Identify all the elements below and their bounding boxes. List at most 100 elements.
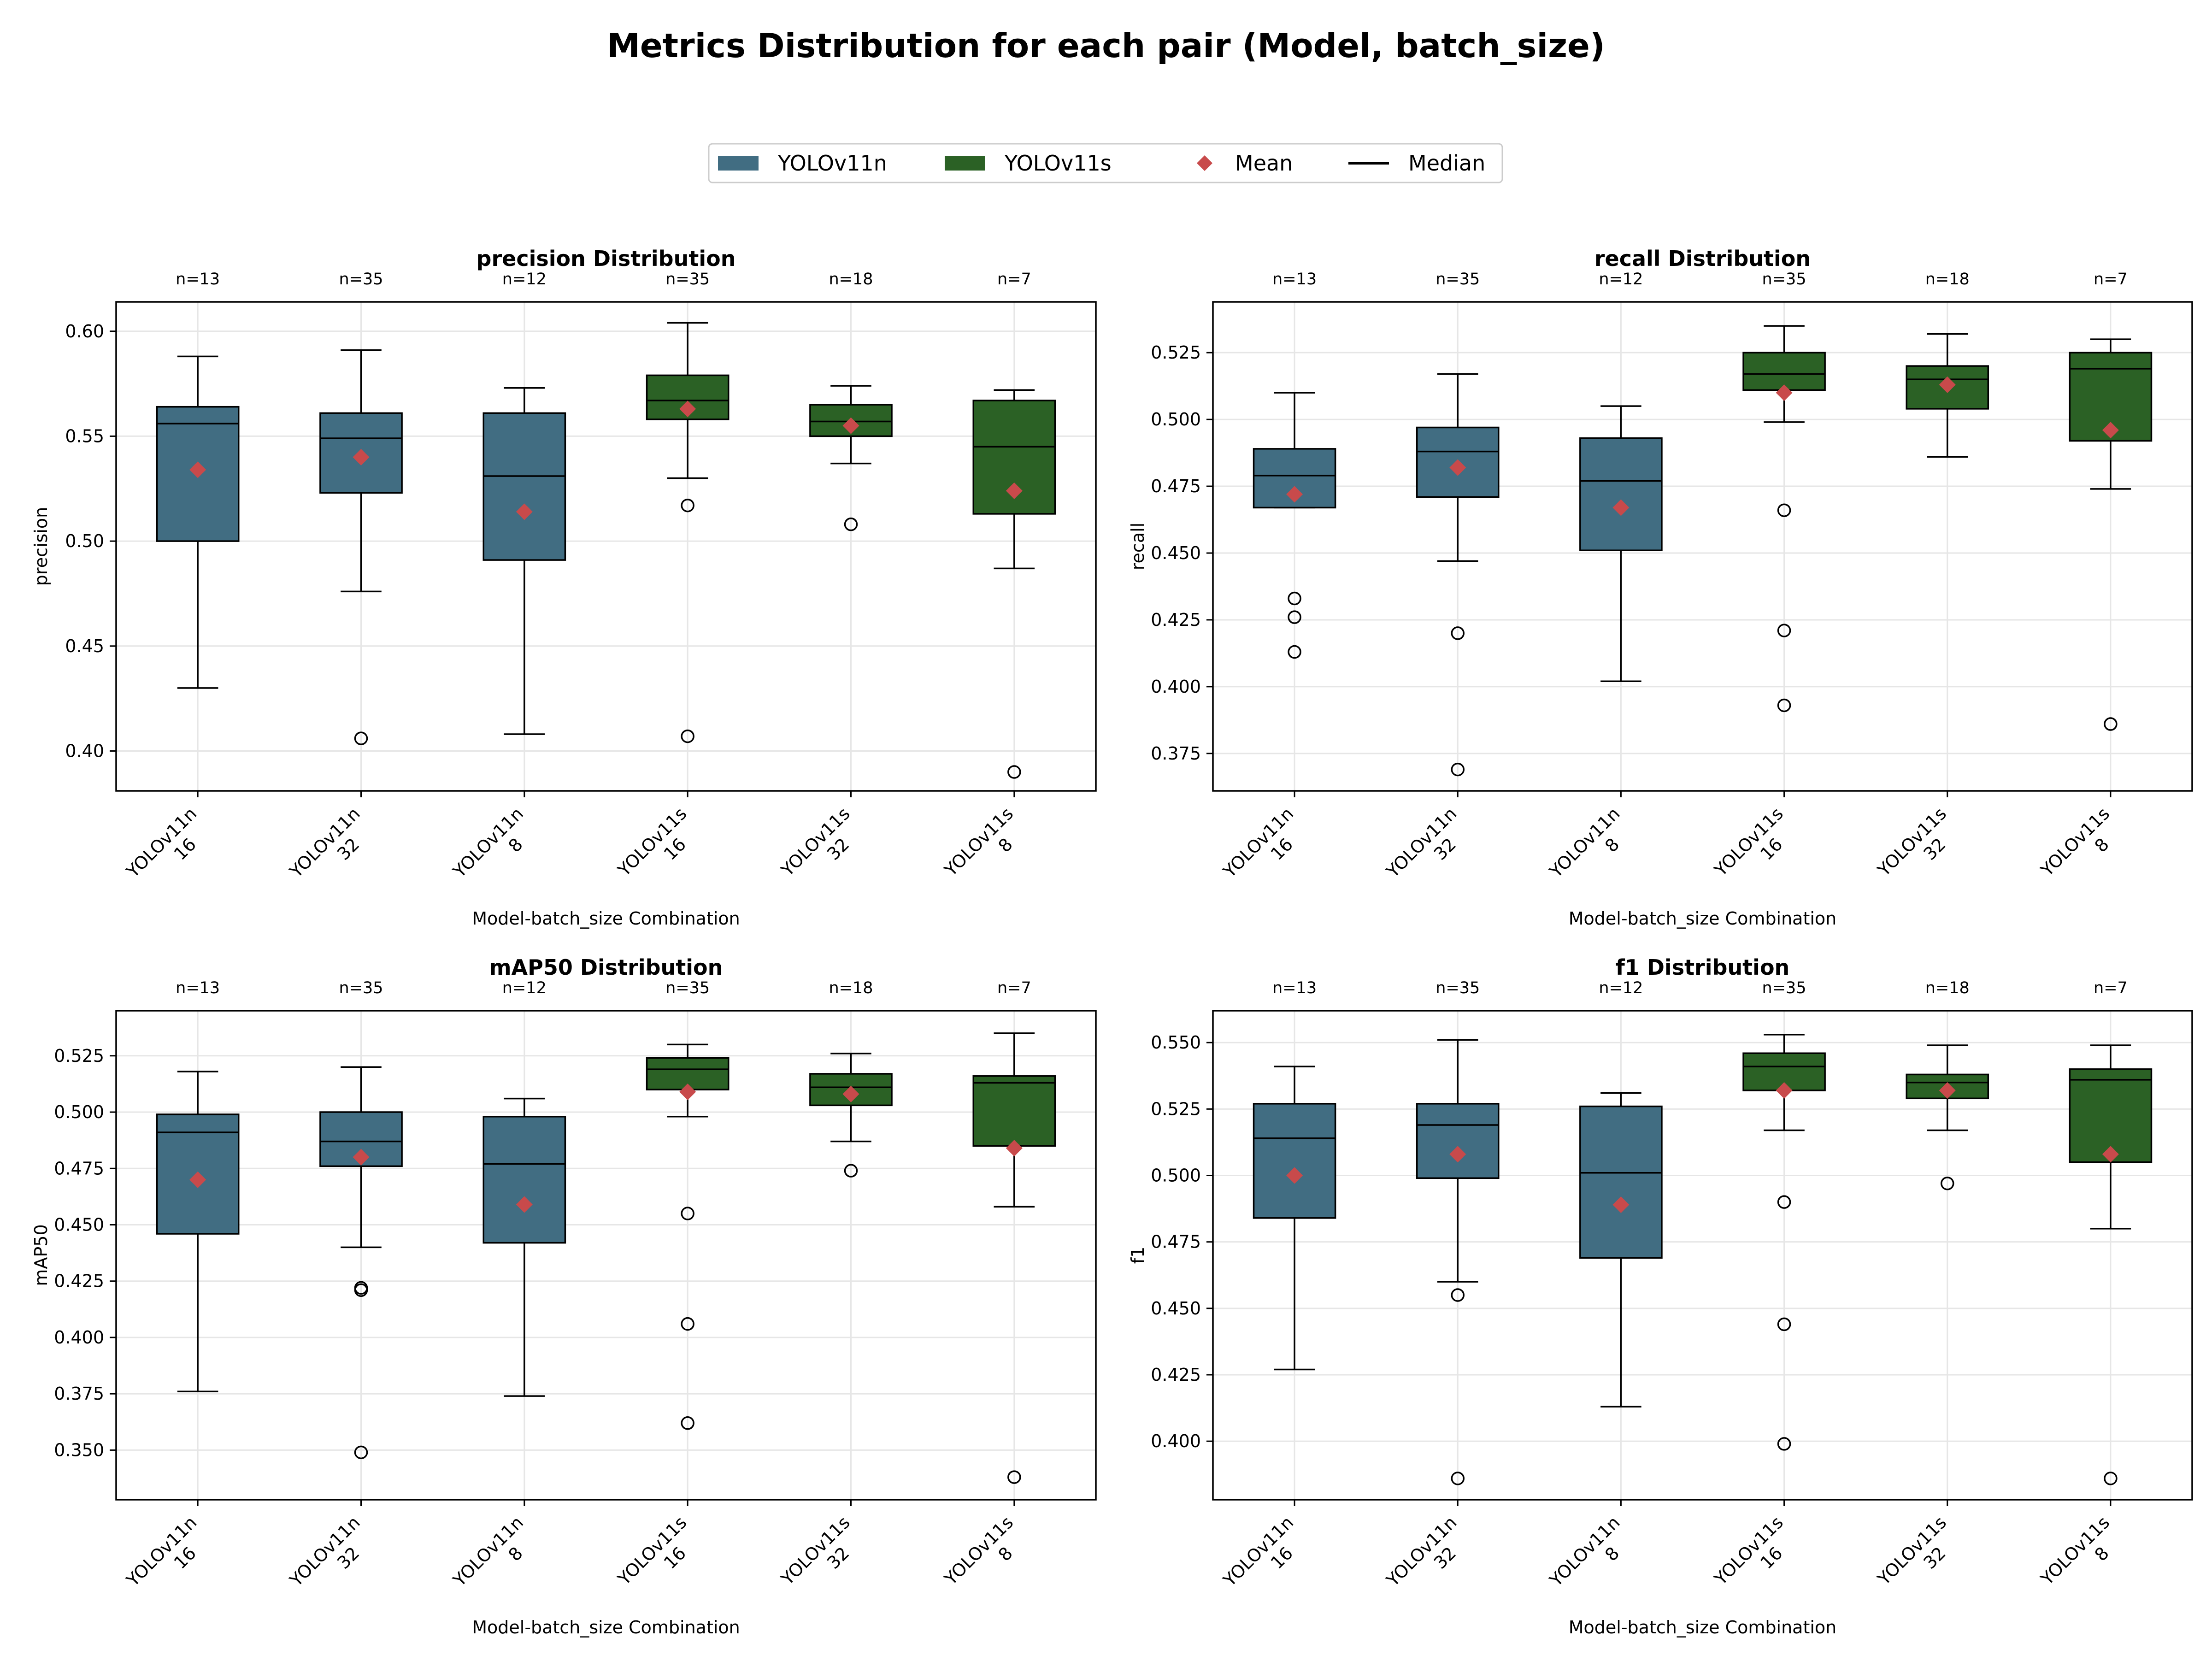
y-tick-label: 0.500 — [1151, 409, 1201, 430]
sample-count-label: n=7 — [997, 270, 1031, 289]
plot-area — [1213, 1011, 2192, 1500]
outlier-point — [1288, 610, 1301, 624]
outlier-point — [1007, 1470, 1021, 1484]
sample-count-label: n=18 — [829, 979, 873, 997]
outlier-point — [1777, 1195, 1791, 1209]
plot-frame — [115, 301, 1097, 792]
sample-count-label: n=35 — [1762, 979, 1806, 997]
y-axis-label: f1 — [1128, 1247, 1148, 1264]
y-tick-label: 0.50 — [65, 531, 104, 551]
x-tick-batch: 8 — [2091, 1543, 2113, 1565]
outlier-point — [1288, 591, 1301, 606]
y-tick-label: 0.45 — [65, 636, 104, 656]
y-tick-label: 0.475 — [1151, 476, 1201, 496]
y-axis-label: precision — [31, 507, 51, 586]
iqr-box — [482, 1116, 566, 1244]
y-tick-label: 0.525 — [54, 1046, 104, 1066]
y-tick-label: 0.400 — [1151, 1431, 1201, 1451]
sample-count-label: n=35 — [665, 270, 710, 289]
mean-marker — [1939, 1082, 1956, 1099]
sample-count-label: n=12 — [1599, 270, 1643, 289]
y-tick-label: 0.450 — [54, 1214, 104, 1235]
legend-item-median: Median — [1348, 151, 1485, 176]
y-tick-label: 0.525 — [1151, 342, 1201, 363]
outlier-point — [1777, 698, 1791, 713]
plot-frame — [1212, 1010, 2193, 1501]
legend-item-mean: Mean — [1197, 151, 1293, 176]
plot-area — [116, 302, 1096, 791]
y-tick-label: 0.500 — [1151, 1166, 1201, 1186]
sample-count-label: n=35 — [1762, 270, 1806, 289]
sample-count-label: n=35 — [1435, 270, 1480, 289]
y-tick-label: 0.450 — [1151, 1298, 1201, 1319]
outlier-point — [681, 1317, 694, 1331]
iqr-box — [1906, 365, 1989, 410]
y-tick-label: 0.60 — [65, 321, 104, 342]
legend-item-yolov11s: YOLOv11s — [945, 151, 1112, 176]
outlier-point — [844, 1164, 858, 1178]
legend-label: Median — [1408, 151, 1485, 176]
mean-marker — [2102, 422, 2119, 439]
outlier-point — [1451, 1288, 1465, 1302]
sample-count-label: n=13 — [176, 979, 220, 997]
y-tick-label: 0.475 — [1151, 1232, 1201, 1252]
x-axis-label: Model-batch_size Combination — [472, 1617, 740, 1637]
sample-count-label: n=18 — [1925, 979, 1970, 997]
x-tick-batch: 8 — [1601, 1543, 1623, 1565]
y-tick-label: 0.425 — [54, 1271, 104, 1291]
mean-marker — [189, 1171, 206, 1188]
outlier-point — [681, 1207, 694, 1220]
y-tick-label: 0.475 — [54, 1158, 104, 1178]
panel-title: recall Distribution — [1594, 246, 1811, 271]
x-axis-label: Model-batch_size Combination — [1569, 908, 1837, 929]
mean-marker — [1006, 1140, 1023, 1157]
figure-title: Metrics Distribution for each pair (Mode… — [607, 26, 1605, 65]
outlier-point — [1451, 626, 1465, 640]
plot-frame — [115, 1010, 1097, 1501]
sample-count-label: n=12 — [502, 979, 547, 997]
legend-label: YOLOv11n — [777, 151, 887, 176]
sample-count-label: n=13 — [176, 270, 220, 289]
panel-title: f1 Distribution — [1616, 955, 1790, 980]
y-tick-label: 0.450 — [1151, 543, 1201, 563]
legend-swatch — [718, 156, 759, 171]
mean-marker — [1449, 1146, 1466, 1163]
mean-marker — [516, 503, 533, 520]
outlier-point — [681, 729, 694, 743]
x-tick-batch: 8 — [505, 1543, 527, 1565]
y-tick-label: 0.400 — [54, 1327, 104, 1348]
sample-count-label: n=13 — [1272, 979, 1317, 997]
outlier-point — [1777, 503, 1791, 517]
mean-marker — [1612, 499, 1630, 516]
mean-marker — [1776, 1082, 1793, 1099]
mean-marker — [1776, 384, 1793, 401]
x-axis-label: Model-batch_size Combination — [1569, 1617, 1837, 1637]
outlier-point — [1777, 1437, 1791, 1451]
mean-marker — [2102, 1146, 2119, 1163]
y-tick-label: 0.55 — [65, 426, 104, 446]
mean-marker — [1006, 482, 1023, 499]
sample-count-label: n=7 — [997, 979, 1031, 997]
sample-count-label: n=18 — [1925, 270, 1970, 289]
x-tick-batch: 8 — [994, 834, 1017, 856]
y-axis-label: recall — [1128, 523, 1148, 570]
legend-label: Mean — [1235, 151, 1293, 176]
outlier-point — [681, 498, 694, 512]
outlier-point — [2104, 717, 2118, 731]
mean-marker — [679, 1084, 696, 1101]
x-tick-batch: 8 — [1601, 834, 1623, 856]
